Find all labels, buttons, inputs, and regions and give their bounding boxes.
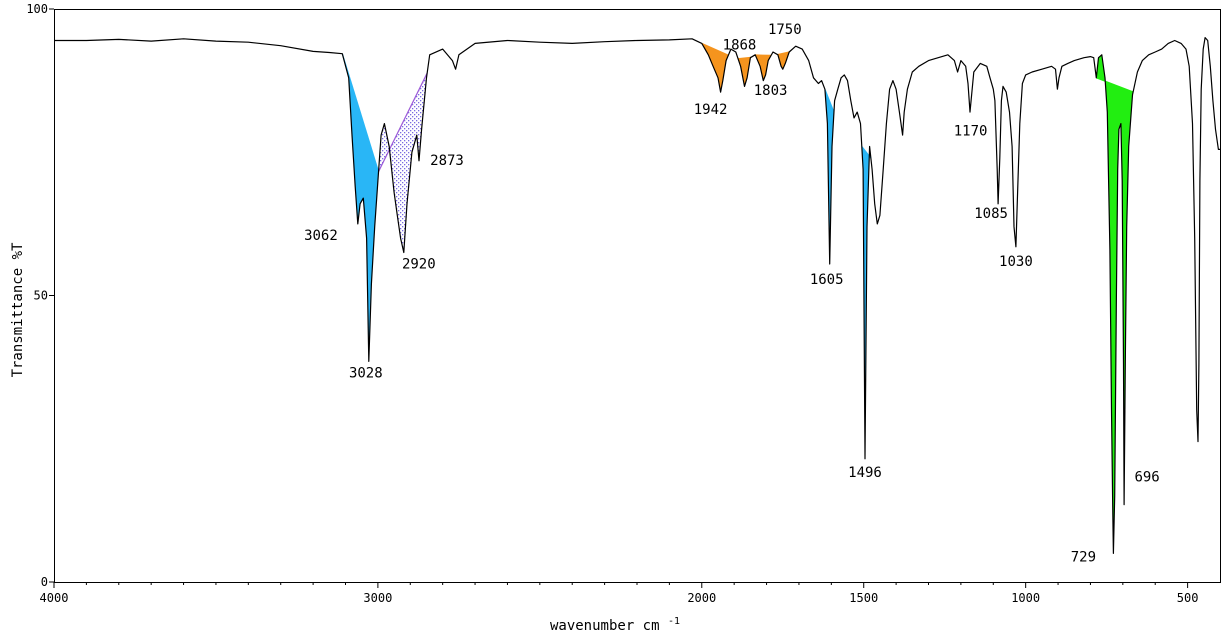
peak-labels: 3062 3028 2920 2873 1942 1868 1803 1750 1605 1496… — [304, 22, 1160, 565]
shaded-region-1 — [378, 73, 428, 253]
x-tick-label-4000: 4000 — [40, 591, 69, 605]
y-tick-label-100: 100 — [26, 2, 48, 16]
x-tick-label-3000: 3000 — [363, 591, 392, 605]
spectrum-line — [54, 37, 1220, 554]
shaded-region-baseline-8 — [1096, 77, 1134, 93]
x-tick-label-2000: 2000 — [687, 591, 716, 605]
x-tick-label-500: 500 — [1177, 591, 1199, 605]
peak-label-2873: 2873 — [430, 153, 464, 169]
shaded-region-baseline-6 — [824, 88, 835, 113]
peak-label-1605: 1605 — [810, 272, 844, 288]
shaded-region-baseline-1 — [377, 72, 428, 172]
series-layer — [54, 37, 1220, 554]
shaded-region-baseline-3 — [738, 56, 752, 60]
x-axis-title-superscript: -1 — [668, 616, 680, 627]
shaded-region-4 — [754, 54, 772, 81]
peak-label-1942: 1942 — [694, 102, 728, 118]
shaded-region-baseline-2 — [701, 42, 729, 56]
shaded-region-6 — [824, 89, 834, 264]
x-axis-title-text: wavenumber cm — [550, 618, 660, 634]
shaded-region-0 — [342, 53, 379, 362]
peak-label-1030: 1030 — [999, 254, 1033, 270]
y-axis-title: Transmittance %T — [10, 242, 26, 377]
x-tick-label-1500: 1500 — [849, 591, 878, 605]
x-axis-title: wavenumber cm -1 — [550, 616, 680, 634]
peak-label-3028: 3028 — [349, 365, 383, 381]
peak-label-696: 696 — [1134, 470, 1159, 486]
shaded-regions — [341, 42, 1134, 554]
shaded-region-2 — [701, 43, 729, 93]
peak-label-1803: 1803 — [754, 83, 788, 99]
peak-label-1170: 1170 — [954, 124, 988, 140]
peak-label-1496: 1496 — [848, 465, 882, 481]
y-tick-label-0: 0 — [41, 575, 48, 589]
shaded-region-5 — [777, 52, 790, 70]
y-tick-label-50: 50 — [34, 289, 48, 303]
peak-label-1750: 1750 — [768, 22, 802, 38]
x-tick-label-1000: 1000 — [1011, 591, 1040, 605]
peak-label-729: 729 — [1071, 549, 1096, 565]
peak-label-2920: 2920 — [402, 257, 436, 273]
peak-label-1868: 1868 — [723, 37, 757, 53]
peak-label-1085: 1085 — [974, 206, 1008, 222]
plot-frame — [54, 9, 1221, 583]
shaded-region-baseline-0 — [341, 53, 380, 172]
shaded-region-3 — [738, 57, 751, 87]
shaded-region-baseline-5 — [777, 51, 790, 56]
peak-label-3062: 3062 — [304, 228, 338, 244]
